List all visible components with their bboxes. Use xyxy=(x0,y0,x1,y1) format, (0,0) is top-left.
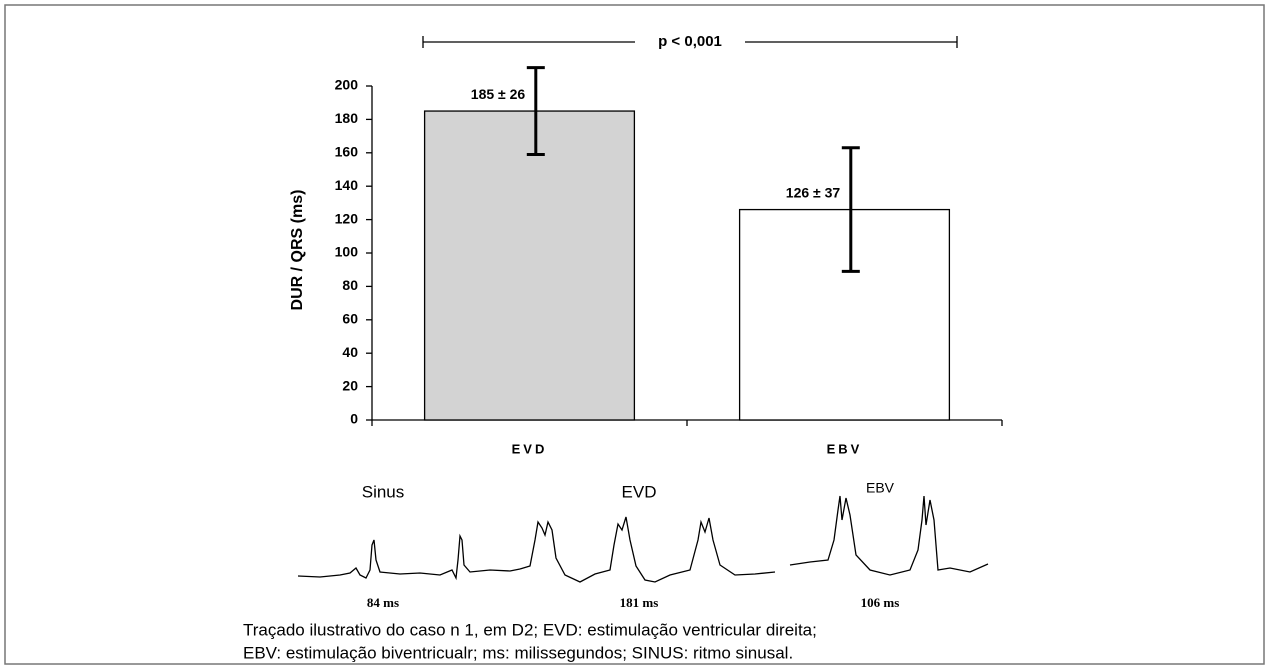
y-tick-label: 120 xyxy=(335,210,359,226)
y-tick-label: 40 xyxy=(342,344,358,360)
trace-label: EBV xyxy=(866,480,895,496)
y-axis-label: DUR / QRS (ms) xyxy=(289,190,306,311)
y-tick-label: 180 xyxy=(335,110,359,126)
y-tick-label: 160 xyxy=(335,144,359,160)
trace-duration: 106 ms xyxy=(861,595,900,610)
bar xyxy=(425,111,635,420)
trace-duration: 181 ms xyxy=(620,595,659,610)
y-tick-label: 100 xyxy=(335,244,359,260)
y-tick-label: 20 xyxy=(342,377,358,393)
y-tick-label: 140 xyxy=(335,177,359,193)
significance-label: p < 0,001 xyxy=(658,33,722,50)
trace-label: Sinus xyxy=(362,482,405,501)
bar xyxy=(740,210,950,420)
x-tick-label: EBV xyxy=(827,441,863,456)
y-tick-label: 0 xyxy=(350,411,358,427)
trace-label: EVD xyxy=(622,482,657,501)
value-label: 185 ± 26 xyxy=(471,86,526,102)
y-tick-label: 200 xyxy=(335,77,359,93)
y-tick-label: 80 xyxy=(342,277,358,293)
y-tick-label: 60 xyxy=(342,311,358,327)
x-tick-label: EVD xyxy=(512,441,548,456)
figure: DUR / QRS (ms) 0 20 40 60 80 100 120 140 160 180 2… xyxy=(0,0,1270,670)
value-label: 126 ± 37 xyxy=(786,184,841,200)
caption-line: Traçado ilustrativo do caso n 1, em D2; … xyxy=(243,620,817,639)
caption-line: EBV: estimulação biventricualr; ms: mili… xyxy=(243,643,793,662)
trace-duration: 84 ms xyxy=(367,595,399,610)
